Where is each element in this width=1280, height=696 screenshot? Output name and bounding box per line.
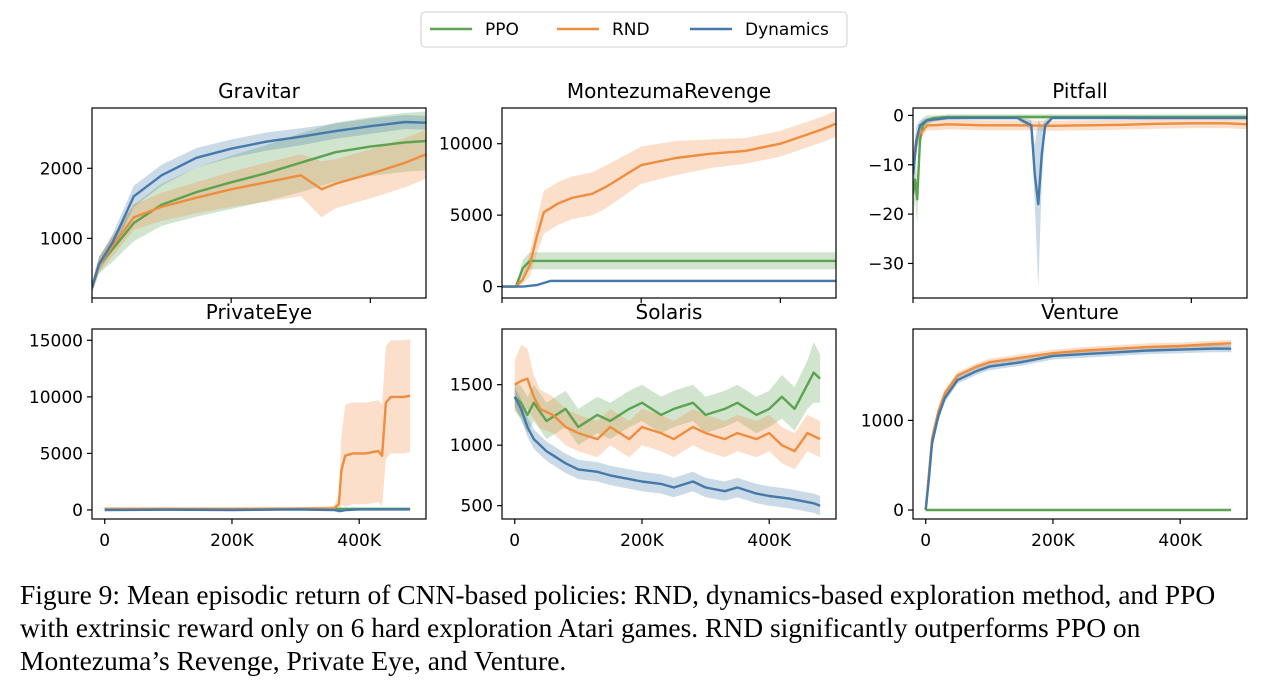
band-gravitar-ppo [92,111,426,294]
line-gravitar-rnd [92,153,426,288]
legend-label-dynamics: Dynamics [745,20,829,40]
ytick-label: 0 [482,278,493,298]
ytick-label: 500 [461,497,493,517]
xtick-label: 200K [1031,531,1075,551]
axes-frame-venture [912,328,1248,520]
band-montezumarevenge-rnd [502,110,836,287]
ytick-label: 5000 [40,444,83,464]
band-pitfall-rnd [913,118,1247,180]
plot-area-gravitar [92,111,426,294]
panel-title-privateeye: PrivateEye [206,300,313,324]
line-venture-rnd [924,342,1232,511]
axes-frame-privateeye [91,328,427,520]
panel-gravitar: Gravitar 1000 2000 [40,79,427,303]
line-pitfall-dynamics [913,116,1247,206]
plot-area-pitfall [913,114,1247,289]
band-pitfall-dynamics [913,116,1247,289]
band-privateeye-rnd [104,339,411,514]
panel-privateeye: PrivateEye 0 5000 10000 15000 0 200K 400K [29,300,427,551]
legend-frame [420,11,848,48]
line-montezumarevenge-ppo [502,259,836,288]
ytick-label: 15000 [29,331,83,351]
band-gravitar-dynamics [92,115,426,292]
ytick-label: 2000 [40,159,83,179]
axes-frame-solaris [501,328,837,520]
band-solaris-dynamics [514,387,821,516]
ytick-label: 0 [72,501,83,521]
axes-frame-pitfall [912,107,1248,299]
legend-label-rnd: RND [612,20,650,40]
line-solaris-ppo [513,371,821,429]
plot-area-venture [924,339,1232,512]
xtick-label: 400K [1158,531,1202,551]
panel-solaris: Solaris 500 1000 1500 0 200K 400K [450,300,837,551]
ytick-label: −30 [868,254,904,274]
figure-caption: Figure 9: Mean episodic return of CNN-ba… [20,579,1216,676]
line-solaris-rnd [514,377,821,453]
line-solaris-dynamics [513,396,821,507]
ytick-label: −10 [868,156,904,176]
panel-title-montezumarevenge: MontezumaRevenge [567,79,771,103]
ytick-label: 0 [893,501,904,521]
panel-title-gravitar: Gravitar [218,79,300,103]
ytick-label: 0 [893,106,904,126]
legend: PPO RND Dynamics [420,11,848,48]
ytick-label: −20 [868,205,904,225]
line-venture-dynamics [924,347,1232,511]
xtick-label: 200K [620,531,664,551]
ytick-label: 5000 [450,206,493,226]
xtick-label: 400K [337,531,381,551]
axes-frame-montezumarevenge [501,107,837,299]
xtick-label: 0 [920,531,931,551]
ytick-label: 1000 [450,436,493,456]
plot-area-solaris [513,342,821,516]
line-gravitar-dynamics [92,120,426,288]
panel-title-pitfall: Pitfall [1052,79,1107,103]
xtick-label: 400K [747,531,791,551]
xtick-label: 200K [210,531,254,551]
line-montezumarevenge-rnd [502,122,836,288]
ytick-label: 1000 [861,411,904,431]
axes-frame-gravitar [91,107,427,299]
band-pitfall-ppo [913,114,1247,224]
line-gravitar-ppo [92,139,426,288]
xtick-label: 0 [99,531,110,551]
ytick-label: 1500 [450,376,493,396]
figure: PPO RND Dynamics Gravitar 1000 2000 MontezumaR… [29,11,1248,551]
line-montezumarevenge-dynamics [502,279,836,288]
plot-area-privateeye [104,339,411,514]
line-pitfall-rnd [913,122,1247,165]
line-privateeye-dynamics [104,508,411,513]
xtick-label: 0 [509,531,520,551]
ytick-label: 10000 [439,135,493,155]
band-venture-rnd [925,339,1232,510]
ytick-label: 10000 [29,388,83,408]
panel-title-venture: Venture [1041,300,1119,324]
panel-pitfall: Pitfall −30 −20 −10 0 [868,79,1248,303]
panel-title-solaris: Solaris [636,300,703,324]
plot-area-montezumarevenge [502,110,836,288]
ytick-label: 1000 [40,229,83,249]
legend-label-ppo: PPO [485,20,519,40]
band-gravitar-rnd [92,129,426,294]
panel-venture: Venture 0 1000 0 200K 400K [861,300,1248,551]
panel-montezumarevenge: MontezumaRevenge 0 5000 10000 [439,79,837,303]
